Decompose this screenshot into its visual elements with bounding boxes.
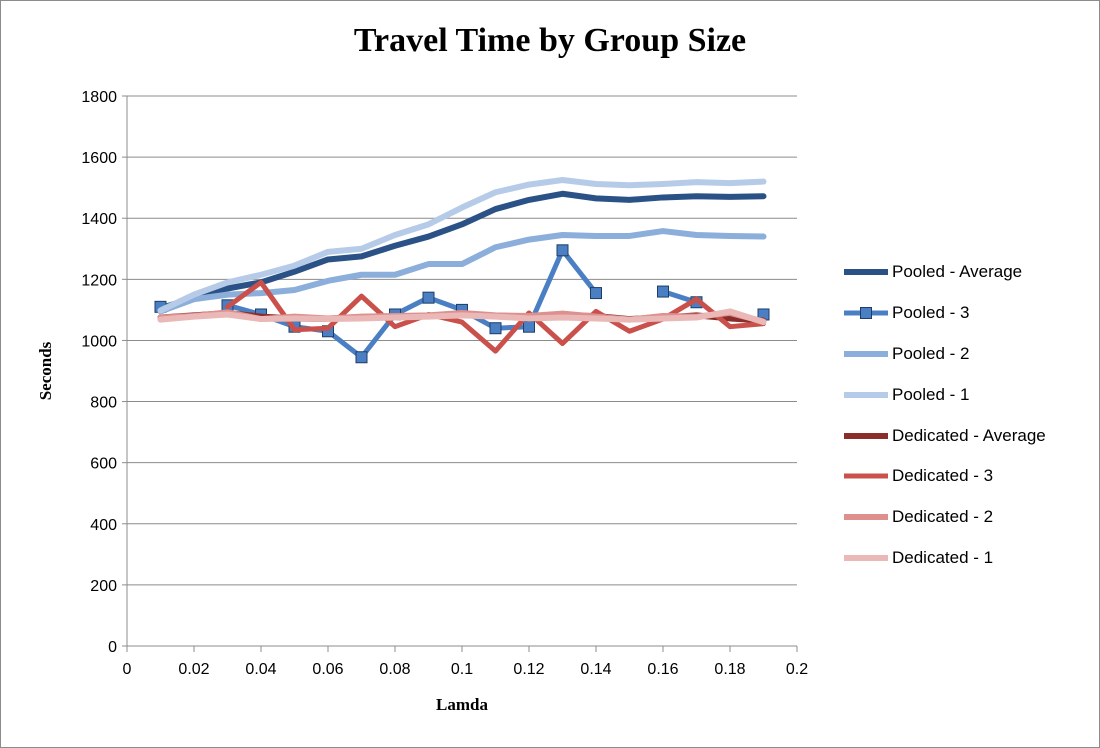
legend-item: Pooled - Average xyxy=(840,252,1046,293)
y-tick-label: 200 xyxy=(90,578,117,595)
legend-swatch xyxy=(844,391,888,398)
x-tick-label: 0.08 xyxy=(379,661,410,678)
legend-swatch xyxy=(844,350,888,357)
legend-item: Pooled - 1 xyxy=(840,374,1046,415)
y-tick-label: 1600 xyxy=(81,150,117,167)
legend-swatch xyxy=(844,307,888,320)
legend-swatch xyxy=(844,432,888,439)
legend-swatch xyxy=(844,514,888,521)
x-tick-label: 0.02 xyxy=(178,661,209,678)
legend-swatch xyxy=(844,473,888,479)
y-tick-label: 1000 xyxy=(81,333,117,350)
y-tick-label: 1400 xyxy=(81,211,117,228)
legend-item: Pooled - 2 xyxy=(840,334,1046,375)
legend-item: Dedicated - Average xyxy=(840,415,1046,456)
x-tick-label: 0.1 xyxy=(451,661,473,678)
legend-label: Pooled - 3 xyxy=(892,303,970,323)
legend-label: Dedicated - 3 xyxy=(892,466,994,486)
data-point xyxy=(355,351,368,364)
x-tick-label: 0.04 xyxy=(245,661,276,678)
data-point xyxy=(556,244,569,257)
y-tick-label: 400 xyxy=(90,517,117,534)
series-dedicated-3 xyxy=(225,279,766,354)
legend-item: Dedicated - 1 xyxy=(840,538,1046,579)
data-point xyxy=(657,285,669,298)
y-tick-label: 0 xyxy=(108,639,117,656)
legend-item: Pooled - 3 xyxy=(840,293,1046,334)
chart-title: Travel Time by Group Size xyxy=(353,22,747,59)
x-tick-label: 0.06 xyxy=(312,661,343,678)
data-point xyxy=(422,291,435,304)
legend-label: Dedicated - 2 xyxy=(892,507,994,527)
series-line xyxy=(157,308,767,326)
legend-marker xyxy=(860,307,872,320)
legend-swatch xyxy=(844,269,888,276)
series-pooled-1 xyxy=(157,177,767,314)
series-dedicated-1 xyxy=(157,308,767,326)
data-point xyxy=(489,322,502,335)
legend-label: Pooled - Average xyxy=(892,262,1023,282)
series-line xyxy=(225,279,766,354)
y-tick-label: 600 xyxy=(90,456,117,473)
series-line xyxy=(157,228,767,315)
data-point xyxy=(523,320,535,333)
legend-label: Dedicated - Average xyxy=(892,425,1046,445)
x-tick-label: 0.12 xyxy=(513,661,544,678)
y-tick-label: 1200 xyxy=(81,272,117,289)
x-tick-label: 0.14 xyxy=(580,661,611,678)
x-tick-label: 0.2 xyxy=(786,661,808,678)
y-tick-label: 800 xyxy=(90,395,117,412)
series-pooled-2 xyxy=(157,228,767,315)
x-tick-label: 0 xyxy=(123,661,132,678)
y-tick-label: 1800 xyxy=(81,89,117,106)
x-tick-label: 0.16 xyxy=(647,661,678,678)
legend-item: Dedicated - 3 xyxy=(840,456,1046,497)
legend-label: Pooled - 2 xyxy=(892,343,970,363)
legend: Pooled - Average Pooled - 3 Pooled - 2 Pool… xyxy=(840,252,1046,578)
legend-label: Pooled - 1 xyxy=(892,384,970,404)
legend-label: Dedicated - 1 xyxy=(892,547,994,567)
legend-item: Dedicated - 2 xyxy=(840,497,1046,538)
data-point xyxy=(590,287,602,300)
legend-swatch xyxy=(844,554,888,561)
series-line xyxy=(157,177,767,314)
x-axis-label: Lamda xyxy=(436,695,488,714)
x-tick-label: 0.18 xyxy=(714,661,745,678)
